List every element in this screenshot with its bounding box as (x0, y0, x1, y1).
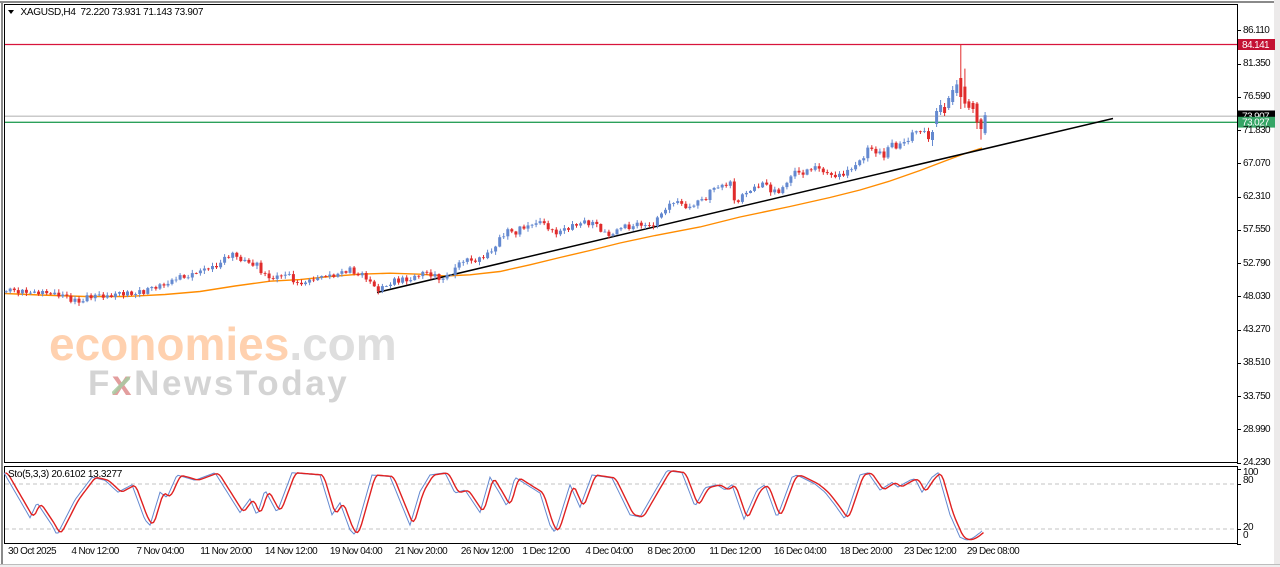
svg-text:73.027: 73.027 (1242, 118, 1270, 129)
svg-text:FxNewsToday: FxNewsToday (88, 364, 349, 403)
svg-text:economies.com: economies.com (49, 318, 397, 370)
svg-text:84.141: 84.141 (1242, 40, 1270, 51)
